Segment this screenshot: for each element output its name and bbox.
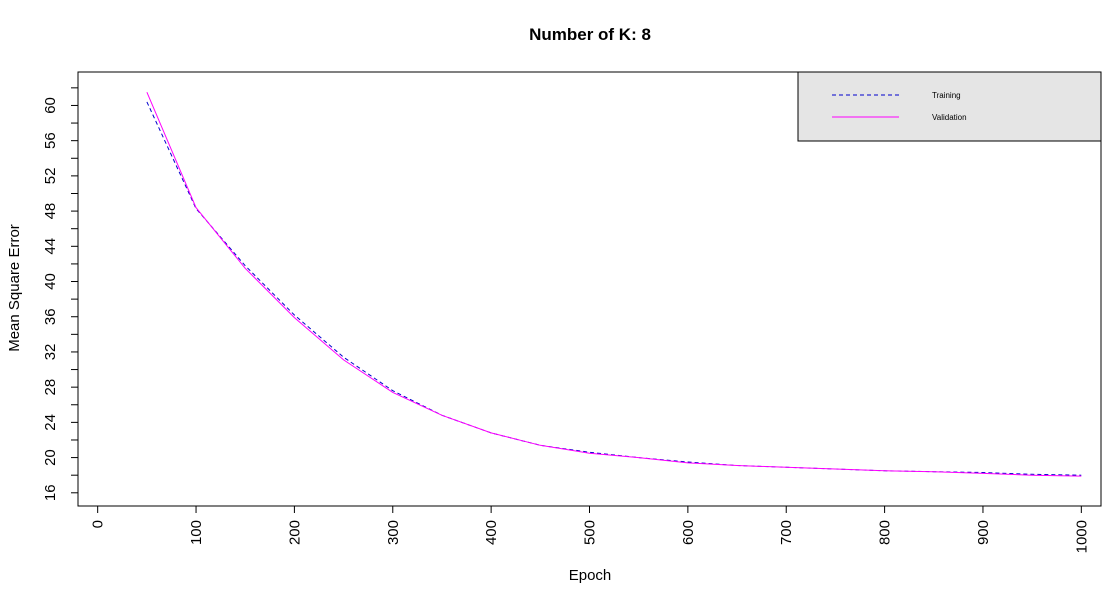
- y-tick-label: 24: [42, 414, 59, 431]
- y-tick-label: 52: [42, 168, 59, 185]
- y-tick-label: 44: [42, 238, 59, 255]
- y-tick-label: 60: [42, 97, 59, 114]
- y-tick-label: 36: [42, 308, 59, 325]
- x-tick-label: 900: [975, 520, 992, 545]
- legend-box: [797, 71, 1102, 142]
- x-axis: 0 100 200 300 400 500 600 700 800 900 1000: [90, 506, 1090, 553]
- x-tick-label: 300: [385, 520, 402, 545]
- series-line-validation: [146, 92, 1082, 477]
- legend-label: Training: [932, 91, 961, 100]
- series-line-training: [146, 101, 1082, 476]
- x-tick-label: 800: [877, 520, 894, 545]
- x-tick-label: 500: [582, 520, 599, 545]
- y-tick-label: 32: [42, 344, 59, 361]
- legend-label: Validation: [932, 113, 967, 122]
- y-tick-label: 28: [42, 379, 59, 396]
- y-tick-label: 56: [42, 132, 59, 149]
- series-layer: [146, 92, 1082, 477]
- x-tick-label: 400: [483, 520, 500, 545]
- x-tick-label: 100: [188, 520, 205, 545]
- legend: Training Validation: [797, 71, 1102, 142]
- chart-title: Number of K: 8: [529, 25, 651, 44]
- y-tick-label: 40: [42, 273, 59, 290]
- y-tick-label: 16: [42, 484, 59, 501]
- y-tick-label: 48: [42, 203, 59, 220]
- x-tick-label: 600: [680, 520, 697, 545]
- x-axis-label: Epoch: [569, 567, 612, 584]
- x-tick-label: 200: [286, 520, 303, 545]
- x-tick-label: 1000: [1073, 520, 1090, 553]
- y-axis: 16 20 24 28 32 36 40 44 48 52 56 60: [42, 87, 78, 501]
- x-tick-label: 700: [778, 520, 795, 545]
- y-axis-label: Mean Square Error: [6, 224, 23, 352]
- x-tick-label: 0: [90, 520, 107, 528]
- y-tick-label: 20: [42, 449, 59, 466]
